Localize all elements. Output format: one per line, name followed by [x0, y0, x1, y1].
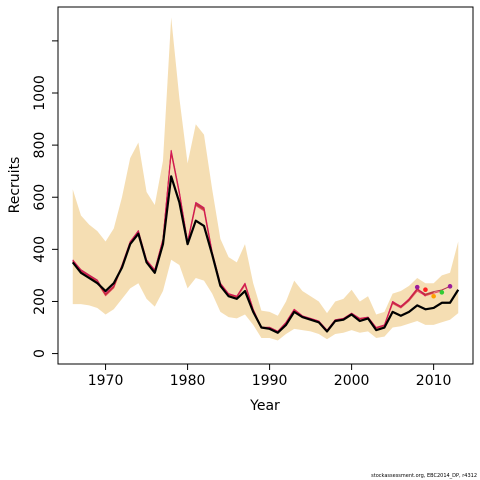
- endpoint-marker: [447, 284, 453, 289]
- y-tick-label: 400: [32, 236, 48, 263]
- y-tick-label: 800: [32, 132, 48, 159]
- x-axis-title: Year: [249, 398, 280, 414]
- endpoint-marker: [439, 290, 445, 295]
- plot-frame: [57, 6, 474, 365]
- y-tick-label: 1000: [32, 75, 48, 111]
- x-tick-label: 2010: [416, 373, 452, 389]
- y-tick-label: 0: [32, 349, 48, 358]
- y-tick-label: 600: [32, 184, 48, 211]
- x-tick-label: 1990: [252, 373, 288, 389]
- y-axis-title: Recruits: [7, 157, 23, 214]
- y-axis: 0 200 400 600 800 1000: [32, 40, 58, 358]
- y-tick-label: 200: [32, 288, 48, 315]
- credit-text: stockassessment.org, EBC2014_DP, r4312: [371, 473, 477, 479]
- x-axis: 1970 1980 1990 2000 2010: [88, 364, 452, 389]
- plot-area: [71, 17, 460, 341]
- x-tick-label: 1980: [170, 373, 206, 389]
- endpoint-marker: [431, 293, 436, 299]
- endpoint-marker: [423, 287, 428, 293]
- endpoint-marker: [414, 284, 420, 290]
- x-tick-label: 2000: [334, 373, 370, 389]
- confidence-band: [72, 17, 459, 341]
- x-tick-label: 1970: [88, 373, 124, 389]
- estimate-line: [71, 175, 460, 334]
- retro-line-1: [72, 149, 426, 332]
